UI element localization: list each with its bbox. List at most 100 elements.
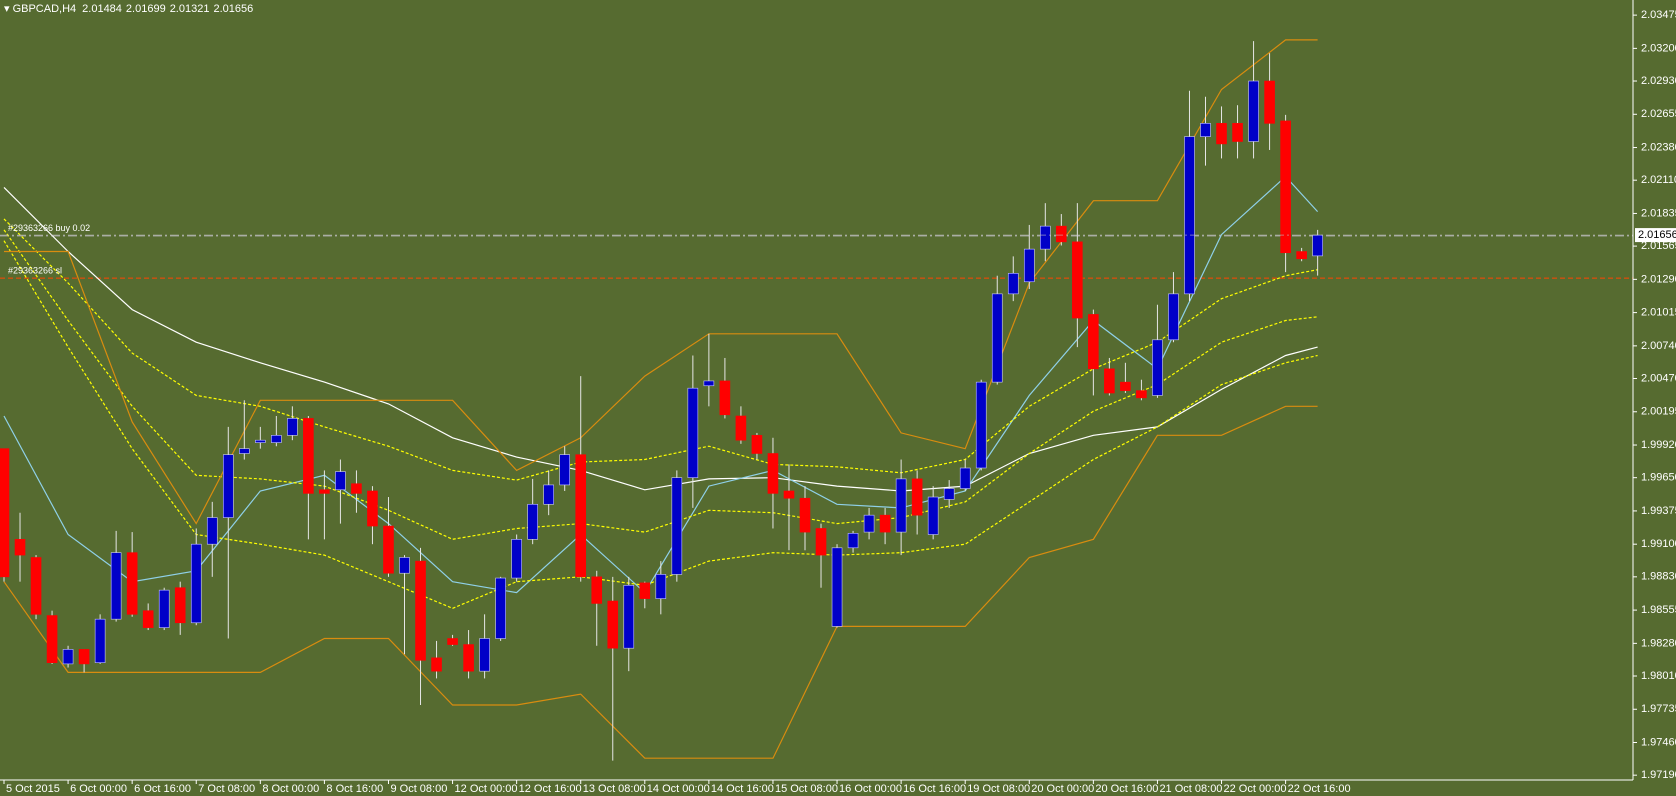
x-tick-label: 20 Oct 00:00 <box>1031 783 1094 795</box>
y-tick-label: 2.00740 <box>1641 340 1676 352</box>
y-tick-label: 1.99650 <box>1641 472 1676 484</box>
candle-body <box>543 484 554 505</box>
candle-body <box>575 454 587 578</box>
y-tick-label: 1.98010 <box>1641 670 1676 682</box>
candle-body <box>239 448 250 454</box>
candle-body <box>351 483 362 494</box>
candle-body <box>655 574 667 599</box>
candle-body <box>271 435 282 443</box>
candle-body <box>142 610 154 628</box>
candle-body <box>927 496 939 535</box>
x-tick-label: 22 Oct 00:00 <box>1224 783 1287 795</box>
candle-body <box>1088 314 1099 370</box>
y-tick-label: 1.97190 <box>1641 769 1676 781</box>
candle-body <box>190 543 202 624</box>
x-tick-label: 20 Oct 16:00 <box>1095 783 1158 795</box>
y-tick-label: 2.02380 <box>1641 141 1676 153</box>
candle-body <box>767 453 779 494</box>
candle-body <box>14 539 26 556</box>
candle-body <box>959 467 971 489</box>
candle-body <box>799 497 811 533</box>
candle-body <box>94 618 106 663</box>
candle-body <box>1040 225 1051 250</box>
candle-body <box>1023 248 1035 283</box>
candle-body <box>735 415 747 441</box>
candle-body <box>1184 136 1195 295</box>
y-tick-label: 2.01015 <box>1641 307 1676 319</box>
candle-body <box>399 557 410 574</box>
x-tick-label: 19 Oct 08:00 <box>967 783 1030 795</box>
bid-label: 2.01656 <box>1638 229 1676 241</box>
x-tick-label: 6 Oct 00:00 <box>70 783 127 795</box>
plot-area <box>0 39 1633 761</box>
candle-body <box>62 649 74 665</box>
menu-arrow[interactable]: ▾ <box>4 3 13 15</box>
y-tick-label: 1.98830 <box>1641 571 1676 583</box>
candle-body <box>174 587 186 624</box>
y-tick-label: 1.98555 <box>1641 604 1676 616</box>
order-label: #29363266 buy 0.02 <box>8 223 90 233</box>
bid-box <box>1635 228 1676 243</box>
y-tick-label: 1.99375 <box>1641 505 1676 517</box>
candle-body <box>1168 293 1179 341</box>
candle-body <box>751 435 763 454</box>
indicator-line <box>3 405 1318 759</box>
candle-body <box>671 477 683 575</box>
candle-body <box>255 439 266 443</box>
chart-header: ▾ GBPCAD,H4 2.01484 2.01699 2.01321 2.01656 <box>4 3 253 15</box>
candle-body <box>1007 273 1019 295</box>
candle-body <box>1072 241 1083 319</box>
candle-body <box>607 600 619 649</box>
header-open: 2.01484 <box>82 3 122 15</box>
y-tick-label: 1.99100 <box>1641 538 1676 550</box>
candle-body <box>1296 251 1307 260</box>
candle-body <box>1120 381 1131 391</box>
x-tick-label: 7 Oct 08:00 <box>198 783 255 795</box>
x-tick-label: 6 Oct 16:00 <box>134 783 191 795</box>
candle-body <box>1152 339 1163 396</box>
candle-body <box>1136 390 1147 399</box>
candle-body <box>126 552 138 615</box>
candle-body <box>415 560 426 661</box>
candle-body <box>222 454 234 518</box>
candle-body <box>1312 234 1323 257</box>
x-tick-label: 14 Oct 16:00 <box>711 783 774 795</box>
candle-body <box>623 585 635 649</box>
candle-body <box>895 478 907 533</box>
candle-body <box>831 547 843 627</box>
candle-body <box>1104 368 1115 394</box>
y-tick-label: 2.02655 <box>1641 108 1676 120</box>
y-tick-label: 2.01835 <box>1641 207 1676 219</box>
x-tick-label: 21 Oct 08:00 <box>1159 783 1222 795</box>
candle-body <box>303 418 314 494</box>
y-tick-label: 2.01290 <box>1641 273 1676 285</box>
header-high: 2.01699 <box>126 3 166 15</box>
candle-body <box>479 638 490 672</box>
candle-body <box>30 557 42 615</box>
candle-body <box>495 577 506 639</box>
candle-body <box>687 387 699 478</box>
y-tick-label: 2.01565 <box>1641 240 1676 252</box>
candle-body <box>527 503 538 540</box>
candle-body <box>158 589 170 628</box>
candle-body <box>383 525 394 574</box>
candle-body <box>431 657 442 672</box>
candle-body <box>559 454 571 486</box>
candle-body <box>1216 123 1227 145</box>
candle-body <box>863 514 875 533</box>
candle-body <box>719 380 731 416</box>
candle-body <box>1056 225 1067 243</box>
candle-body <box>703 380 715 387</box>
candle-body <box>1200 123 1211 137</box>
y-tick-label: 2.03200 <box>1641 42 1676 54</box>
candle-body <box>943 488 955 500</box>
y-tick-label: 1.98280 <box>1641 637 1676 649</box>
x-tick-label: 9 Oct 08:00 <box>390 783 447 795</box>
candle-body <box>511 539 522 579</box>
y-tick-label: 2.02110 <box>1641 174 1676 186</box>
y-tick-label: 1.97735 <box>1641 703 1676 715</box>
x-tick-label: 8 Oct 00:00 <box>262 783 319 795</box>
y-tick-label: 1.99920 <box>1641 439 1676 451</box>
candle-body <box>46 615 58 663</box>
